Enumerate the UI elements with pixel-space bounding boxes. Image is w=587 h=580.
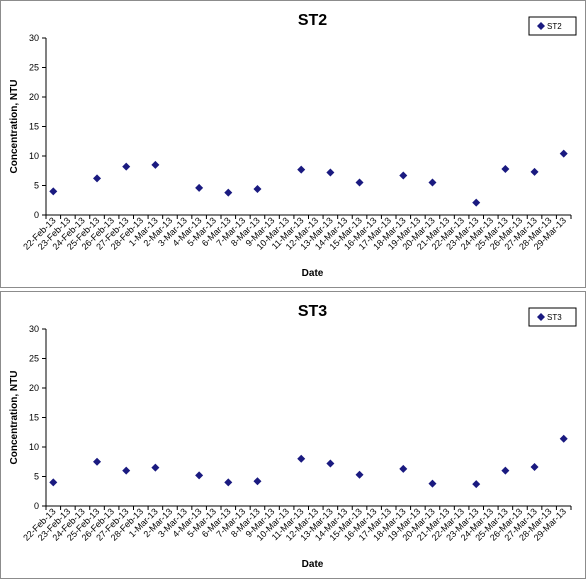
chart-panel-st2: ST2 0 5 10 15 20 25 30 22-Feb-13 23-Feb-13 24-Feb-…	[0, 0, 586, 288]
data-point	[399, 464, 408, 473]
data-point	[49, 478, 58, 487]
y-tick-label: 5	[34, 181, 39, 191]
legend-label: ST3	[547, 313, 562, 322]
data-point	[195, 183, 204, 192]
x-axis-label: Date	[302, 559, 324, 570]
data-point	[472, 480, 481, 489]
data-point	[501, 164, 510, 173]
y-tick-label: 25	[29, 354, 39, 364]
data-point	[355, 470, 364, 479]
data-point	[297, 165, 306, 174]
legend-marker	[537, 22, 545, 30]
chart-title: ST2	[298, 12, 327, 29]
x-axis-label: Date	[302, 268, 324, 279]
chart-svg-st2: ST205101520253022-Feb-1323-Feb-1324-Feb-…	[9, 12, 577, 279]
y-tick-label: 0	[34, 501, 39, 511]
chart-panel-st3: ST3 0 5 10 15 20 25 30 22-Feb-13 23-Feb-13 24-Feb-…	[0, 291, 586, 579]
data-point	[151, 160, 160, 169]
data-point	[224, 478, 233, 487]
data-point	[253, 477, 262, 486]
data-point	[530, 167, 539, 176]
y-tick-label: 30	[29, 33, 39, 43]
y-axis-label: Concentration, NTU	[9, 371, 20, 465]
y-tick-label: 15	[29, 413, 39, 423]
data-point	[49, 187, 58, 196]
legend-box	[528, 307, 577, 327]
data-point	[195, 471, 204, 480]
chart-title: ST3	[298, 303, 327, 320]
y-tick-label: 10	[29, 151, 39, 161]
data-point	[151, 463, 160, 472]
y-tick-label: 10	[29, 442, 39, 452]
legend-label: ST2	[547, 22, 562, 31]
y-axis-label: Concentration, NTU	[9, 80, 20, 174]
data-point	[122, 466, 131, 475]
data-point	[355, 178, 364, 187]
legend-box	[528, 16, 577, 36]
data-point	[93, 174, 102, 183]
y-tick-label: 0	[34, 210, 39, 220]
y-tick-label: 20	[29, 383, 39, 393]
y-tick-label: 20	[29, 92, 39, 102]
data-point	[428, 479, 437, 488]
data-point	[501, 466, 510, 475]
y-tick-label: 25	[29, 63, 39, 73]
data-point	[326, 168, 335, 177]
data-point	[399, 171, 408, 180]
data-point	[297, 454, 306, 463]
chart-svg-st3: ST305101520253022-Feb-1323-Feb-1324-Feb-…	[9, 303, 577, 570]
data-point	[122, 162, 131, 171]
data-point	[224, 188, 233, 197]
data-point	[93, 457, 102, 466]
data-point	[326, 459, 335, 468]
data-point	[559, 149, 568, 158]
y-tick-label: 15	[29, 122, 39, 132]
data-point	[530, 463, 539, 472]
data-point	[559, 434, 568, 443]
y-tick-label: 30	[29, 324, 39, 334]
data-point	[428, 178, 437, 187]
legend-marker	[537, 313, 545, 321]
data-point	[253, 185, 262, 194]
data-point	[472, 198, 481, 207]
y-tick-label: 5	[34, 472, 39, 482]
